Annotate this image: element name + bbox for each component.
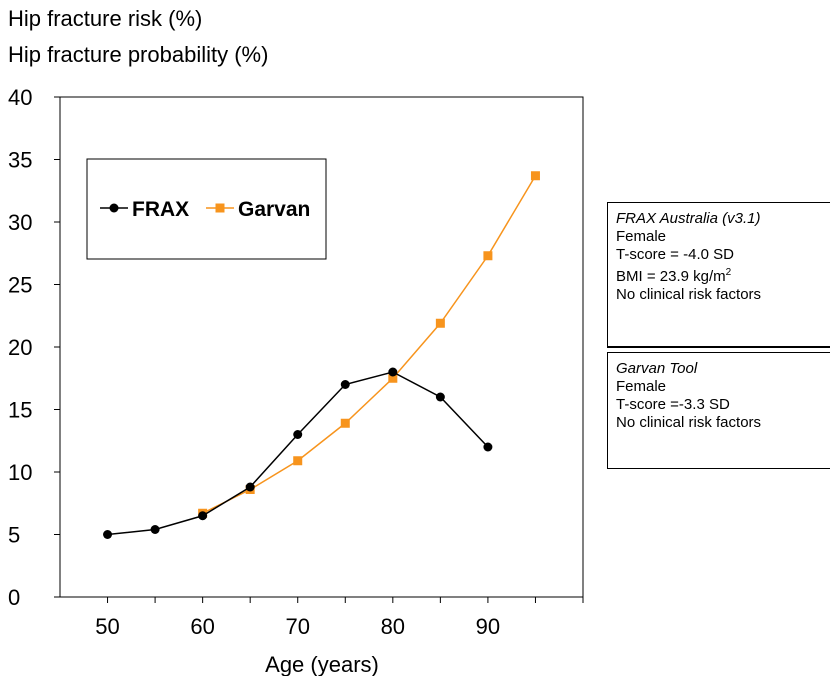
- y-tick-label: 10: [8, 460, 32, 485]
- garvan-point: [483, 251, 493, 261]
- frax-point: [340, 380, 350, 389]
- garvan-info-tscore: T-score =-3.3 SD: [616, 396, 730, 413]
- y-tick-label: 15: [8, 398, 32, 423]
- garvan-info-risk-factors: No clinical risk factors: [616, 414, 762, 431]
- garvan-point: [435, 318, 445, 328]
- x-tick-label: 60: [190, 614, 214, 639]
- garvan-point: [530, 171, 540, 181]
- garvan-legend-label: Garvan: [238, 198, 310, 221]
- info-box-divider: [607, 346, 830, 347]
- garvan-series-line: [202, 175, 537, 514]
- garvan-info-box: Garvan Tool Female T-score =-3.3 SD No c…: [607, 352, 830, 469]
- frax-point: [198, 511, 208, 521]
- y-tick-label: 30: [8, 210, 32, 235]
- garvan-point: [388, 373, 398, 383]
- y-axis-label-line-2: Hip fracture probability (%): [8, 42, 269, 67]
- y-tick-label: 35: [8, 148, 32, 173]
- x-tick-label: 70: [285, 614, 309, 639]
- frax-info-title: FRAX Australia (v3.1): [616, 210, 761, 227]
- frax-info-bmi-text: BMI = 23.9 kg/m: [616, 268, 726, 285]
- x-axis-label: Age (years): [265, 652, 379, 676]
- y-tick-label: 20: [8, 335, 32, 360]
- frax-point: [245, 482, 255, 492]
- garvan-info-sex: Female: [616, 378, 667, 395]
- garvan-point: [293, 456, 303, 466]
- y-tick-label: 5: [8, 523, 20, 548]
- frax-info-bmi-superscript: 2: [725, 267, 732, 278]
- garvan-info-title: Garvan Tool: [616, 360, 698, 377]
- frax-series-line: [107, 371, 489, 536]
- frax-point: [293, 430, 303, 439]
- x-tick-label: 90: [476, 614, 500, 639]
- frax-point: [435, 392, 445, 402]
- y-tick-label: 0: [8, 585, 20, 610]
- x-tick-label: 80: [381, 614, 405, 639]
- frax-info-tscore: T-score = -4.0 SD: [616, 246, 734, 263]
- frax-info-risk-factors: No clinical risk factors: [616, 286, 762, 303]
- frax-point: [483, 442, 493, 452]
- y-tick-label: 40: [8, 85, 32, 110]
- frax-point: [103, 530, 113, 539]
- frax-point: [150, 525, 160, 534]
- y-tick-label: 25: [8, 273, 32, 298]
- frax-info-box: FRAX Australia (v3.1) Female T-score = -…: [607, 202, 830, 348]
- frax-legend-marker: [109, 203, 119, 213]
- x-tick-label: 50: [95, 614, 119, 639]
- garvan-legend-marker: [215, 203, 225, 213]
- y-axis-label-line-1: Hip fracture risk (%): [8, 6, 203, 31]
- frax-info-bmi: BMI = 23.9 kg/m2: [616, 264, 829, 286]
- frax-info-sex: Female: [616, 228, 667, 245]
- frax-legend-label: FRAX: [132, 198, 189, 221]
- garvan-point: [340, 418, 350, 428]
- frax-point: [388, 367, 398, 377]
- legend-box: [86, 158, 327, 260]
